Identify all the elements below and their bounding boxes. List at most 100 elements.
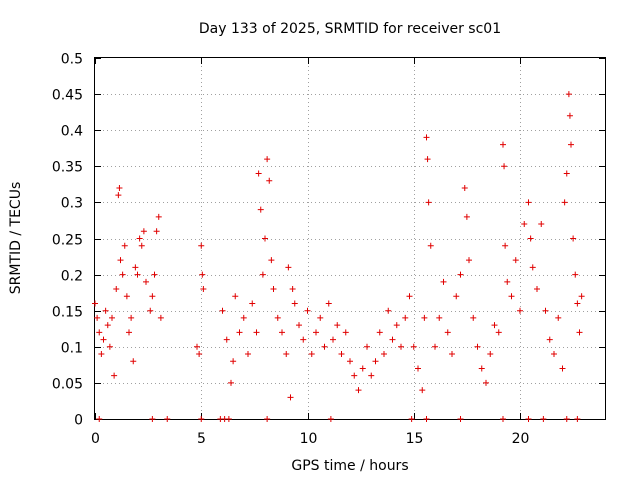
data-point <box>525 416 532 422</box>
x-tick-label: 20 <box>512 431 530 447</box>
x-tick-label: 15 <box>406 431 424 447</box>
data-point <box>96 416 103 422</box>
data-point <box>540 416 547 422</box>
data-point <box>196 351 203 358</box>
data-point <box>117 257 124 264</box>
data-point <box>136 235 143 242</box>
data-point <box>304 307 311 314</box>
data-point <box>119 271 126 278</box>
data-point <box>527 235 534 242</box>
data-point <box>232 293 239 300</box>
data-point <box>376 329 383 336</box>
y-tick-label: 0.15 <box>52 305 83 321</box>
data-point <box>534 286 540 293</box>
data-point <box>406 293 413 300</box>
data-point <box>94 314 101 321</box>
data-point <box>461 184 468 191</box>
data-point <box>96 329 103 336</box>
data-point <box>268 257 275 264</box>
data-point <box>500 416 506 422</box>
chart-title: Day 133 of 2025, SRMTID for receiver sc0… <box>199 21 501 37</box>
data-point <box>157 314 164 321</box>
data-point <box>563 416 570 422</box>
data-point <box>321 343 328 350</box>
data-point <box>92 300 98 307</box>
data-point <box>151 271 158 278</box>
data-point <box>194 343 200 350</box>
data-point <box>296 322 302 329</box>
data-point <box>334 322 341 329</box>
data-point <box>327 416 334 422</box>
axis-ticks: 0 0.05 0.1 0.15 0.2 0.25 0.3 0.35 0.4 0.45 0.5 0 5 10… <box>52 52 605 447</box>
data-point <box>308 351 315 358</box>
data-point <box>478 365 485 372</box>
data-point <box>529 264 536 271</box>
data-point <box>408 416 415 422</box>
data-point <box>104 322 111 329</box>
data-point <box>149 293 156 300</box>
data-point <box>274 314 281 321</box>
data-point <box>140 228 147 235</box>
data-point <box>123 293 130 300</box>
data-point <box>287 394 294 401</box>
data-point <box>130 358 137 365</box>
data-point <box>153 228 160 235</box>
data-point <box>236 329 243 336</box>
data-point <box>347 358 353 365</box>
data-point <box>100 336 107 343</box>
data-point <box>423 416 430 422</box>
data-point <box>338 351 345 358</box>
data-point <box>155 213 162 220</box>
data-point <box>138 242 145 249</box>
data-point <box>559 365 566 372</box>
data-point <box>495 329 502 336</box>
data-point <box>483 379 489 386</box>
data-point <box>147 307 154 314</box>
y-axis-label: SRMTID / TECUs <box>8 182 24 295</box>
data-point <box>325 300 332 307</box>
data-point <box>444 329 451 336</box>
data-point <box>285 264 292 271</box>
data-point <box>402 314 409 321</box>
data-points <box>92 91 585 422</box>
data-point <box>570 235 577 242</box>
data-point <box>109 314 115 321</box>
data-point <box>330 336 336 343</box>
data-point <box>355 387 362 394</box>
data-point <box>538 221 545 228</box>
data-point <box>504 278 511 285</box>
data-point <box>425 199 432 206</box>
data-point <box>253 329 260 336</box>
data-point <box>223 336 230 343</box>
data-point <box>572 271 579 278</box>
data-point <box>525 199 532 206</box>
data-point <box>200 286 207 293</box>
data-point <box>342 329 349 336</box>
data-point <box>291 300 298 307</box>
plot-frame <box>94 57 606 420</box>
data-point <box>283 351 290 358</box>
data-point <box>568 141 574 148</box>
data-point <box>424 156 431 163</box>
data-point <box>457 416 464 422</box>
data-point <box>115 192 122 199</box>
y-tick-label: 0.35 <box>52 160 83 176</box>
data-point <box>264 416 271 422</box>
data-point <box>134 271 141 278</box>
data-point <box>198 416 205 422</box>
data-point <box>359 365 366 372</box>
y-tick-label: 0.45 <box>52 88 83 104</box>
data-point <box>542 307 549 314</box>
data-point <box>427 242 434 249</box>
x-tick-label: 0 <box>91 431 100 447</box>
data-point <box>555 314 562 321</box>
data-point <box>410 343 417 350</box>
data-point <box>113 286 120 293</box>
data-point <box>508 293 515 300</box>
data-point <box>240 314 247 321</box>
data-point <box>466 257 472 264</box>
data-point <box>372 358 379 365</box>
data-point <box>143 278 149 285</box>
data-point <box>487 351 494 358</box>
